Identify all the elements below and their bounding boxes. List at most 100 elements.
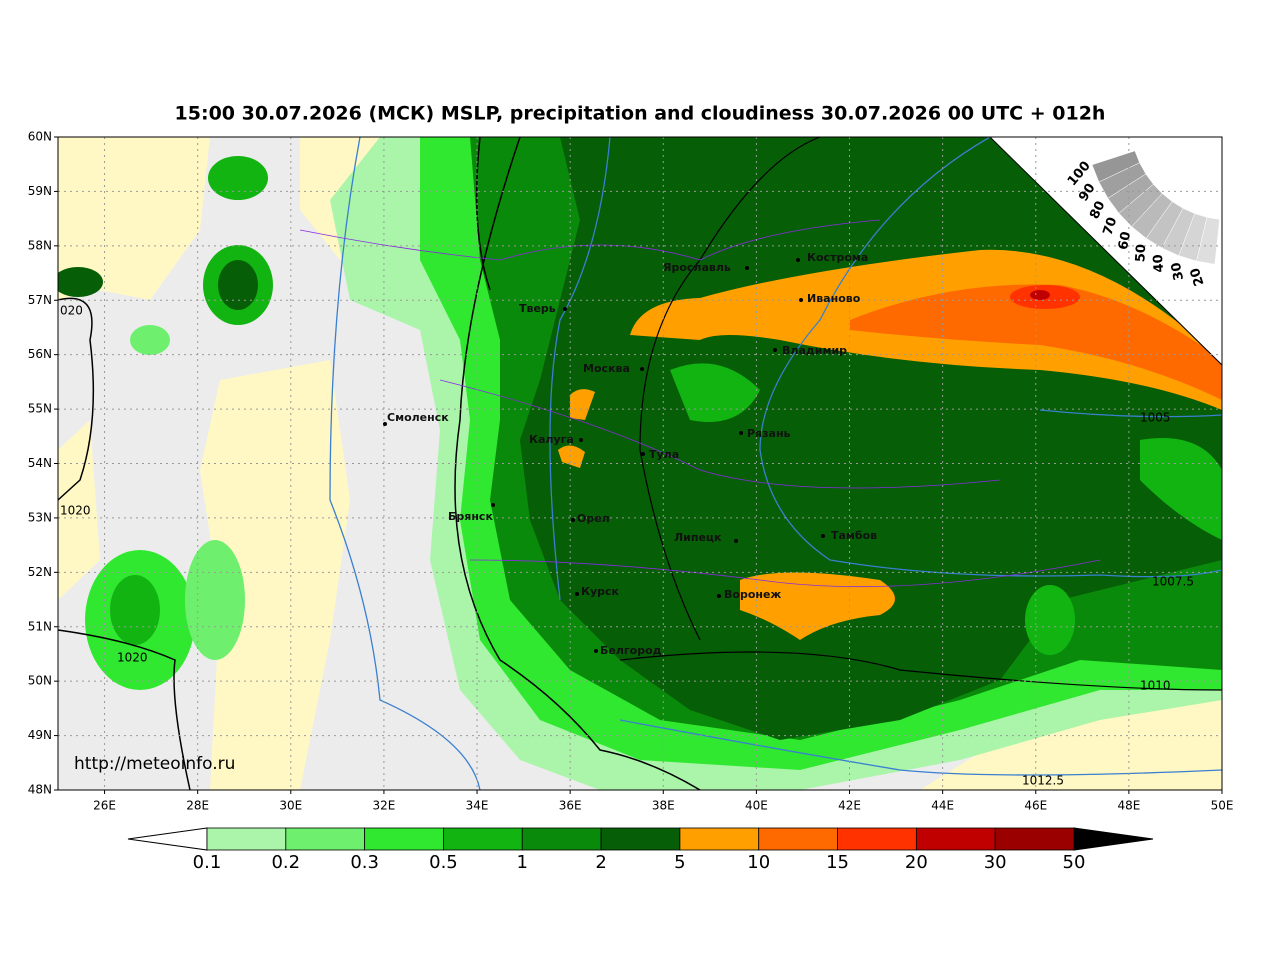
lat-label: 52N [28,565,52,579]
city-label: Воронеж [724,588,781,601]
city-dot [640,367,644,371]
lat-label: 58N [28,238,52,252]
city-label: Смоленск [387,411,449,424]
colorbar-segment [521,827,602,851]
title: 15:00 30.07.2026 (МСК) MSLP, precipitati… [175,103,1106,125]
isobar-label: 1007.5 [1152,575,1194,589]
colorbar-label: 50 [1063,852,1086,873]
colorbar-label: 0.5 [429,852,458,873]
map-fields [58,137,1222,790]
lat-label: 56N [28,347,52,361]
lon-label: 40E [745,799,768,813]
colorbar-segment [443,827,523,851]
colorbar-segment [679,827,760,851]
lon-label: 28E [186,799,209,813]
city-label: Тверь [519,302,556,315]
cloud-label: 70 [1101,215,1121,237]
city-dot [563,307,567,311]
isobar-label: 1005 [1140,411,1171,425]
isobar-label: 020 [60,304,83,318]
lon-label: 34E [466,799,489,813]
lat-label: 59N [28,184,52,198]
city-label: Липецк [674,531,722,544]
colorbar-label: 10 [747,852,770,873]
city-dot [745,266,749,270]
city-label: Тула [649,448,679,461]
colorbar-label: 20 [905,852,928,873]
city-dot [383,422,387,426]
cloud-wedge [1196,217,1220,265]
colorbar-label: 0.3 [350,852,379,873]
colorbar-segment [994,827,1075,851]
lon-label: 30E [279,799,302,813]
city-label: Тамбов [831,529,877,542]
city-label: Белгород [600,644,662,657]
cloud-label: 50 [1133,244,1149,263]
isobar-label: 1012.5 [1022,774,1064,788]
colorbar-segment [837,827,917,851]
colorbar-segment [600,827,681,851]
lat-label: 51N [28,619,52,633]
city-dot [717,594,721,598]
lat-label: 48N [28,783,52,797]
lon-label: 48E [1117,799,1140,813]
cloud-label: 20 [1188,266,1208,288]
lat-label: 54N [28,456,52,470]
lat-label: 60N [28,130,52,144]
city-label: Ярославль [663,261,731,274]
city-dot [491,503,495,507]
city-dot [571,518,575,522]
city-label: Владимир [782,344,847,357]
colorbar-label: 0.1 [193,852,222,873]
city-label: Орел [577,512,610,525]
colorbar-label: 15 [826,852,849,873]
cloud-label: 60 [1116,230,1134,251]
watermark: http://meteoinfo.ru [74,754,235,774]
lon-label: 44E [931,799,954,813]
colorbar-label: 5 [674,852,685,873]
city-dot [579,438,583,442]
colorbar-label: 1 [517,852,528,873]
lat-label: 49N [28,728,52,742]
colorbar-segment [915,827,996,851]
city-dot [799,298,803,302]
lon-label: 36E [559,799,582,813]
colorbar-segment [285,827,366,851]
colorbar-segment [206,827,287,851]
lon-label: 50E [1211,799,1234,813]
grid [58,137,1222,790]
lat-label: 50N [28,674,52,688]
city-dot [796,258,800,262]
cloud-label: 30 [1169,261,1187,282]
city-dot [821,534,825,538]
colorbar-label: 2 [595,852,606,873]
city-label: Иваново [807,292,861,305]
colorbar-label: 30 [984,852,1007,873]
city-dot [575,592,579,596]
lon-label: 42E [838,799,861,813]
colorbar-under [127,827,208,851]
city-dot [594,649,598,653]
colorbar-over [1073,827,1154,851]
city-label: Курск [581,585,620,598]
city-label: Брянск [448,510,493,523]
city-dot [641,452,645,456]
city-dot [734,539,738,543]
lat-label: 57N [28,293,52,307]
city-dot [739,431,743,435]
colorbar-label: 0.2 [271,852,300,873]
isobar-label: 1010 [1140,679,1171,693]
colorbar-segment [758,827,838,851]
isobar-label: 1020 [117,651,148,665]
lon-label: 32E [372,799,395,813]
isobar-label: 1020 [60,504,91,518]
colorbar-segment [364,827,444,851]
lon-label: 46E [1024,799,1047,813]
cloud-label: 80 [1087,199,1108,222]
lat-label: 53N [28,510,52,524]
city-label: Москва [583,362,630,375]
lon-label: 26E [93,799,116,813]
lat-label: 55N [28,402,52,416]
lon-label: 38E [652,799,675,813]
